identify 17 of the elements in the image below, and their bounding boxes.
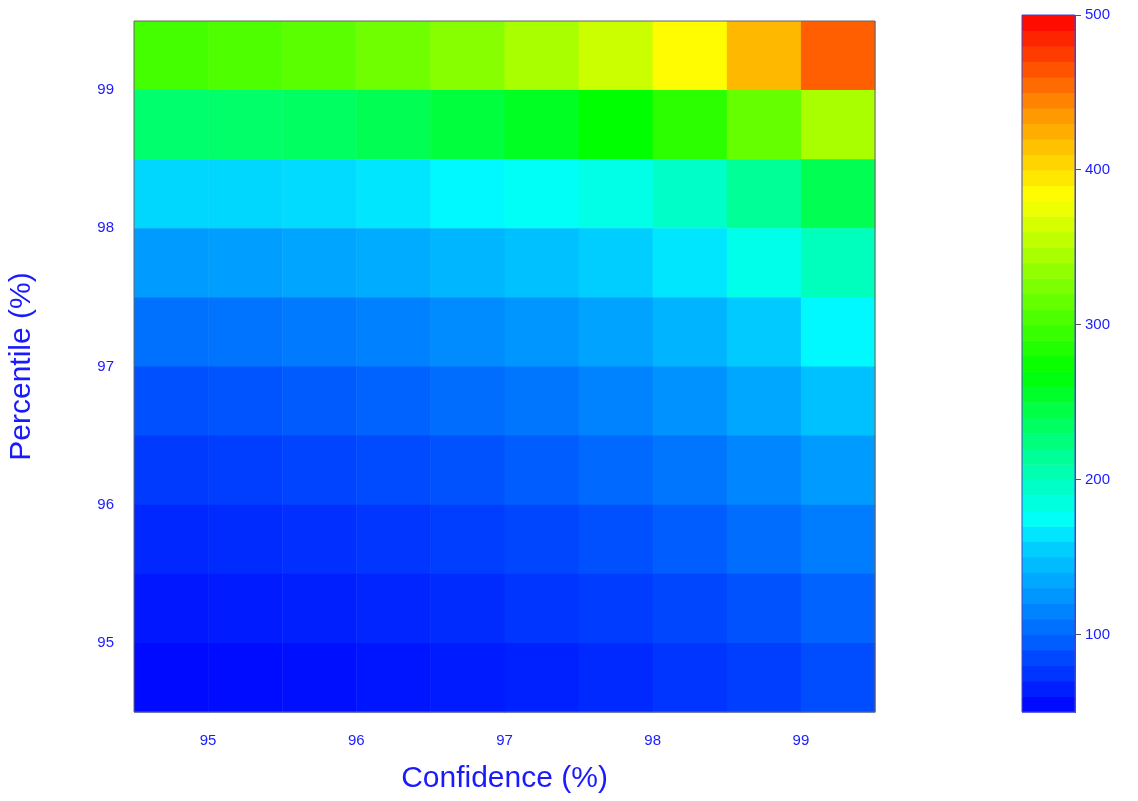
y-tick-label: 96	[97, 494, 114, 512]
y-tick-label: 95	[97, 633, 114, 651]
x-tick-label: 99	[792, 731, 810, 749]
x-tick-label: 95	[199, 731, 217, 749]
color-bar-label: 300	[1085, 314, 1111, 332]
color-bar-label: 100	[1085, 624, 1111, 642]
x-tick-label: 96	[347, 731, 365, 749]
color-bar-label: 400	[1085, 160, 1111, 178]
x-tick-label: 98	[644, 731, 662, 749]
color-bar-label: 200	[1085, 469, 1111, 487]
x-tick-label: 97	[496, 731, 513, 749]
y-tick-label: 99	[97, 80, 114, 98]
y-tick-label: 98	[97, 218, 114, 236]
x-axis-title: Confidence (%)	[401, 760, 608, 794]
y-tick-label: 97	[97, 356, 114, 374]
y-axis-title: Percentile (%)	[3, 272, 37, 461]
color-bar-label: 500	[1085, 5, 1111, 23]
